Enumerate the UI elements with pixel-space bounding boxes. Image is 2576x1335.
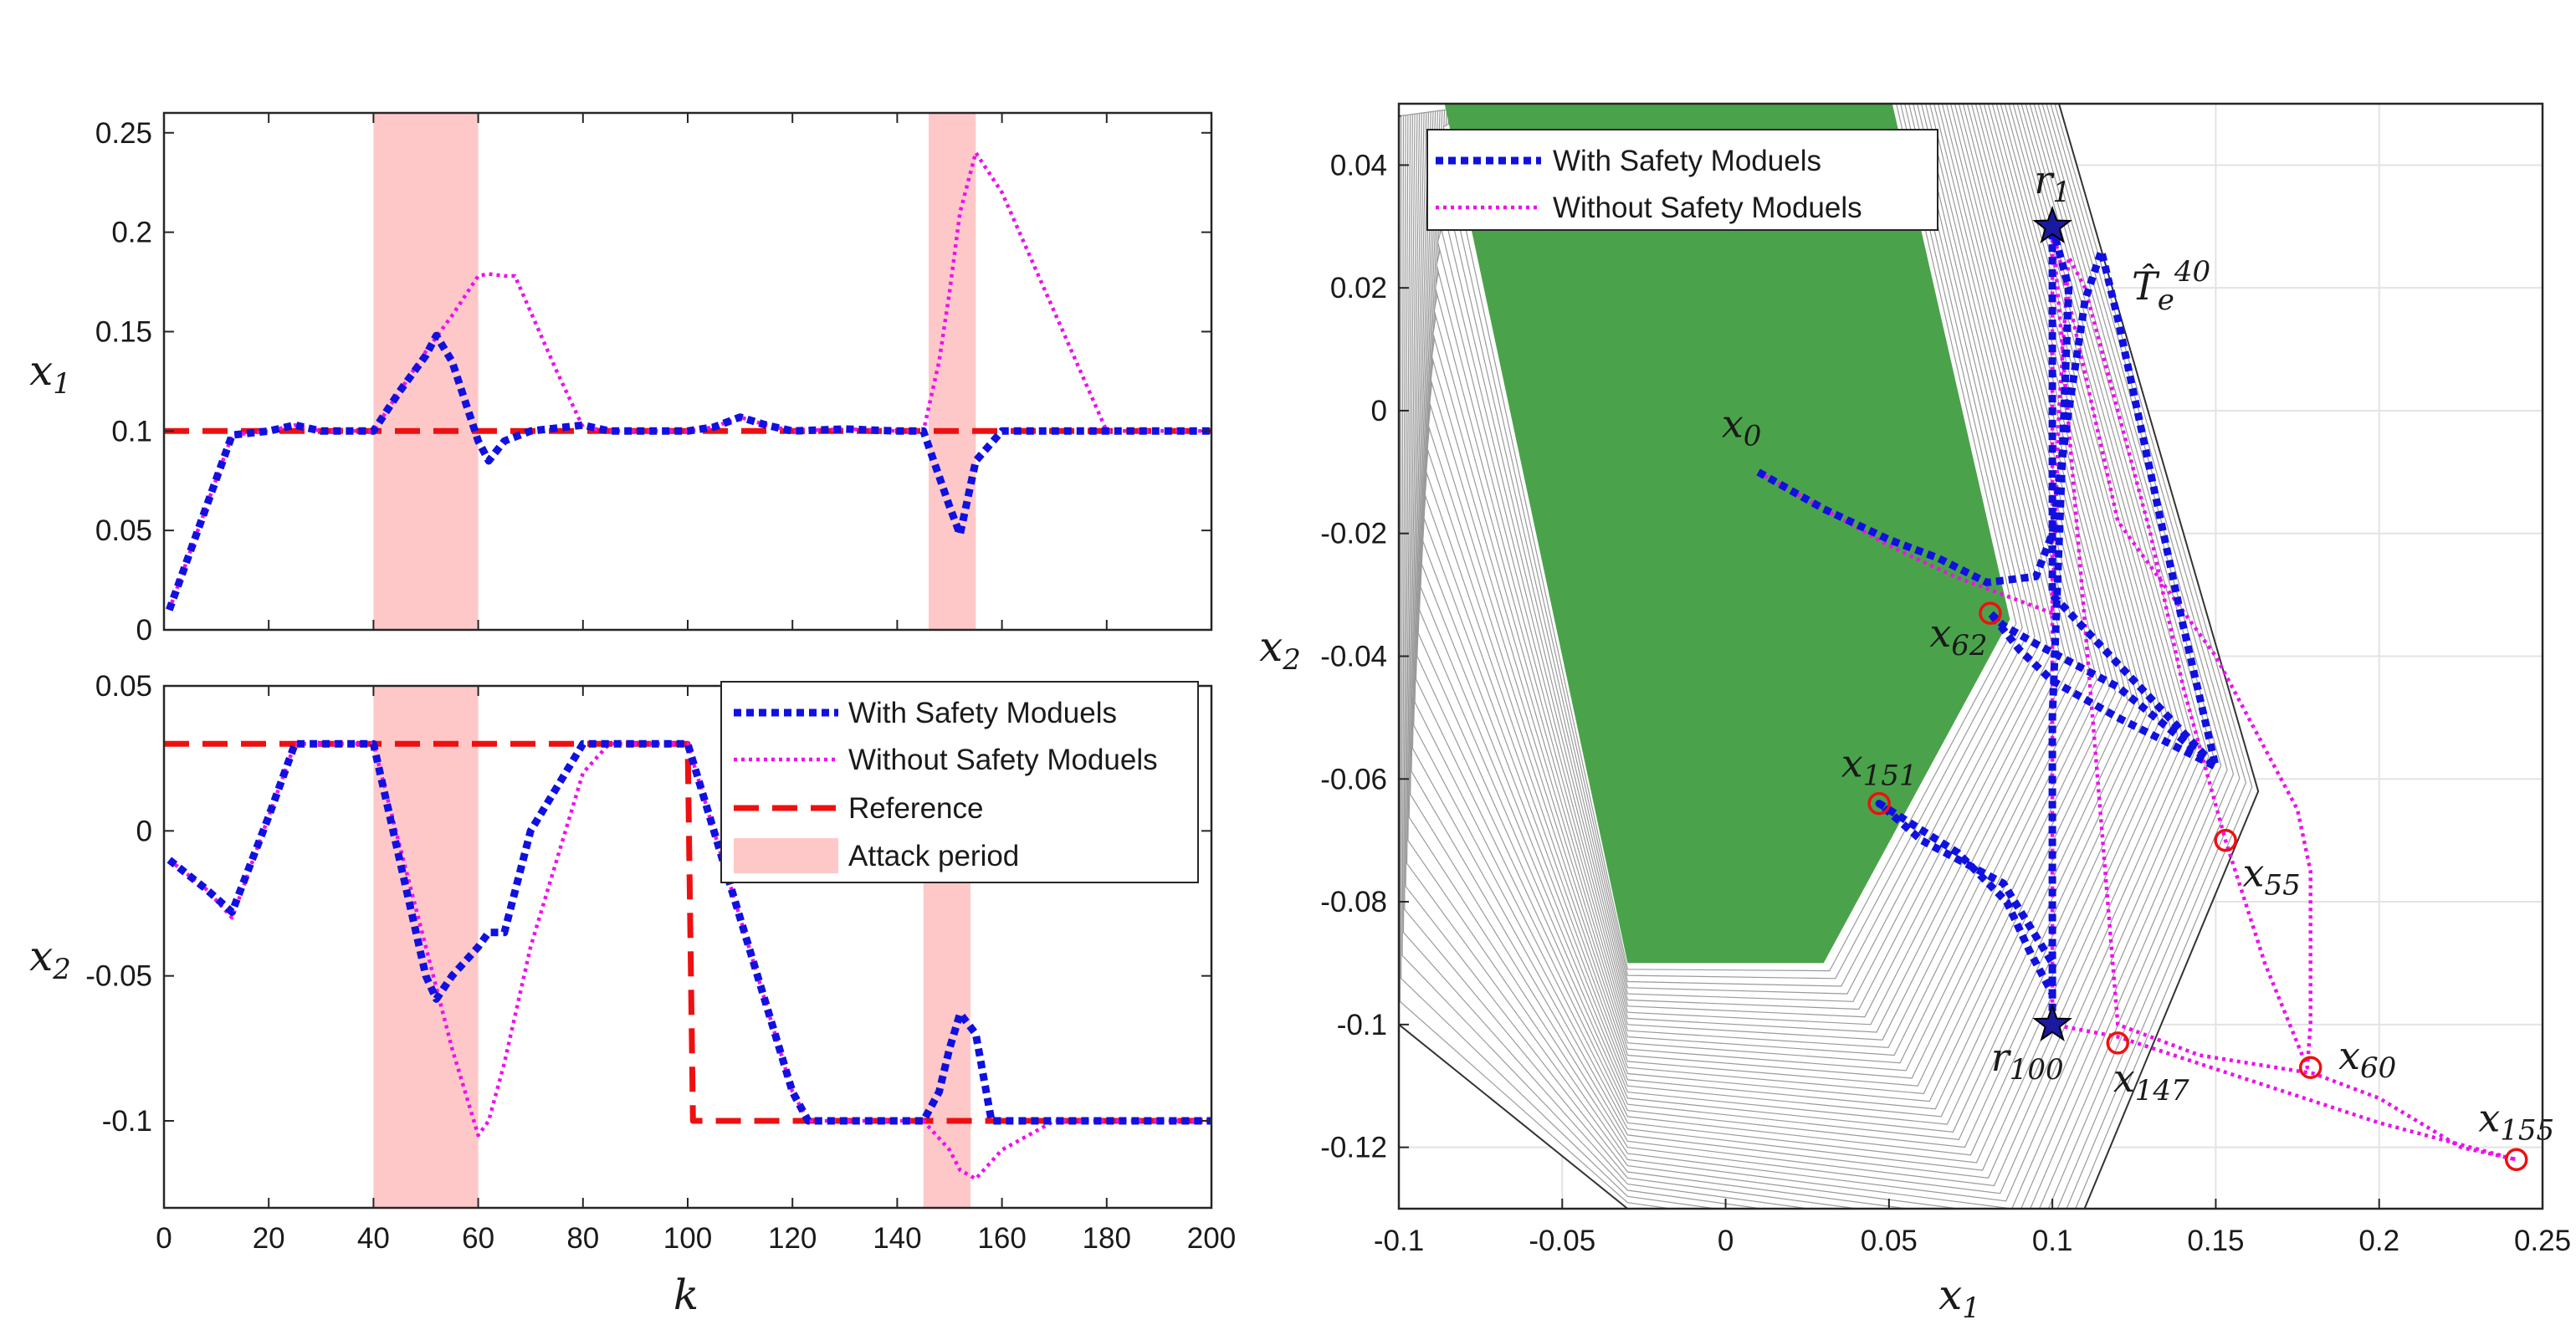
x2-time-plot: 0 20 40 60 80 100 120 140 160 180 200 0.05 0 -0.05 -0.… xyxy=(29,670,1236,1319)
y-tick-label: 0 xyxy=(1371,395,1387,427)
x1-time-plot: 0 0.05 0.1 0.15 0.2 0.25 x1 xyxy=(29,111,1213,647)
y-tick-label: -0.02 xyxy=(1320,518,1387,550)
x-tick-label: 80 xyxy=(566,1222,599,1255)
series-line-dashed-blue xyxy=(166,331,1211,611)
x-tick-label: 20 xyxy=(253,1222,285,1255)
axes-frame xyxy=(162,111,1213,632)
marker-label: x62 xyxy=(1929,611,1987,662)
y-tick-label: -0.06 xyxy=(1320,763,1387,795)
marker-label: x147 xyxy=(2113,1056,2189,1107)
reference-point-star xyxy=(2032,1003,2072,1042)
legend-label-with: With Safety Moduels xyxy=(1553,145,1821,177)
state-marker-circle xyxy=(2298,1056,2322,1079)
marker-label: x155 xyxy=(2478,1095,2554,1147)
marker-label: r1 xyxy=(2034,157,2071,209)
y-tick-label: 0.05 xyxy=(95,514,152,547)
series-line-dashed-blue xyxy=(166,739,1211,1125)
reference-point-star xyxy=(2032,205,2072,244)
y-tick-label: -0.1 xyxy=(1337,1009,1387,1041)
x-tick-label: -0.05 xyxy=(1529,1225,1595,1257)
marker-label: x55 xyxy=(2243,851,2301,903)
legend-label-reference: Reference xyxy=(848,792,983,825)
x-tick-label: 0.2 xyxy=(2358,1225,2399,1257)
phase-plane-plot: r1 r100 x0 x62 x151 x55 x60 x147 x155 T̂e40 -0.1 -0… xyxy=(1259,102,2571,1325)
x-tick-label: 40 xyxy=(357,1222,390,1255)
x-tick-label: 0 xyxy=(1718,1225,1734,1257)
x-tick-label: -0.1 xyxy=(1374,1225,1424,1257)
x-tick-label: 0 xyxy=(156,1222,172,1255)
x-tick-label: 0.05 xyxy=(1861,1225,1918,1257)
series-line-dotted-magenta xyxy=(167,742,1211,1181)
x-tick-label: 0.1 xyxy=(2032,1225,2073,1257)
x-tick-label: 200 xyxy=(1187,1222,1236,1255)
state-marker-circle xyxy=(2505,1148,2528,1172)
series-line-dotted-magenta xyxy=(167,151,1211,611)
state-marker-circle xyxy=(1867,791,1891,816)
x-tick-label: 160 xyxy=(977,1222,1026,1255)
x-tick-label: 0.25 xyxy=(2514,1225,2571,1257)
y-tick-label: 0.15 xyxy=(95,315,152,348)
legend-swatch-attack xyxy=(734,838,838,873)
y-axis-label: x2 xyxy=(1259,622,1301,677)
y-tick-label: 0.25 xyxy=(95,117,152,150)
legend-label-attack: Attack period xyxy=(848,840,1019,872)
x-axis-label: x1 xyxy=(1938,1271,1980,1325)
y-tick-label: 0 xyxy=(136,815,152,847)
y-axis-label: x1 xyxy=(29,346,71,401)
y-tick-label: 0.2 xyxy=(111,217,152,249)
y-tick-label: 0.05 xyxy=(95,670,152,703)
y-tick-label: -0.05 xyxy=(85,960,152,993)
plot-area xyxy=(1399,104,2543,1209)
legend-label-without: Without Safety Moduels xyxy=(1553,192,1862,224)
state-marker-circle xyxy=(1979,601,2002,625)
y-tick-label: 0.04 xyxy=(1330,149,1387,182)
x-tick-label: 100 xyxy=(663,1222,712,1255)
plot-area xyxy=(164,113,1211,630)
y-axis-label: x2 xyxy=(29,932,71,986)
x-tick-label: 60 xyxy=(462,1222,494,1255)
marker-label: x60 xyxy=(2338,1033,2396,1085)
legend: With Safety Moduels Without Safety Moduel… xyxy=(1426,129,1938,231)
x-tick-label: 0.15 xyxy=(2187,1225,2244,1257)
legend: With Safety Moduels Without Safety Moduel… xyxy=(720,681,1199,883)
y-tick-label: -0.1 xyxy=(102,1105,152,1138)
state-marker-circle xyxy=(2106,1031,2130,1055)
state-marker-circle xyxy=(2214,828,2237,852)
markers: r1 r100 x0 x62 x151 x55 x60 x147 x155 xyxy=(1722,157,2554,1172)
x-axis-label: k xyxy=(673,1271,699,1319)
y-tick-label: 0.1 xyxy=(111,415,152,448)
x-tick-label: 120 xyxy=(768,1222,817,1255)
x-tick-label: 180 xyxy=(1083,1222,1131,1255)
marker-label: x0 xyxy=(1722,401,1762,453)
y-tick-label: -0.08 xyxy=(1320,886,1387,918)
legend-label-without: Without Safety Moduels xyxy=(848,744,1158,776)
marker-label: x151 xyxy=(1841,741,1918,793)
legend-label-with: With Safety Moduels xyxy=(848,697,1117,729)
x-tick-label: 140 xyxy=(873,1222,921,1255)
set-label: T̂e40 xyxy=(2132,255,2210,317)
target-set-region xyxy=(1444,104,2010,964)
y-tick-label: -0.04 xyxy=(1320,641,1387,673)
y-tick-label: -0.12 xyxy=(1320,1132,1387,1164)
legend-box xyxy=(1426,129,1938,231)
y-tick-label: 0 xyxy=(136,614,152,647)
attack-period-band xyxy=(373,113,479,630)
series-line-dashed-red xyxy=(164,740,1211,1124)
marker-label: r100 xyxy=(1991,1035,2064,1087)
y-tick-label: 0.02 xyxy=(1330,272,1387,304)
